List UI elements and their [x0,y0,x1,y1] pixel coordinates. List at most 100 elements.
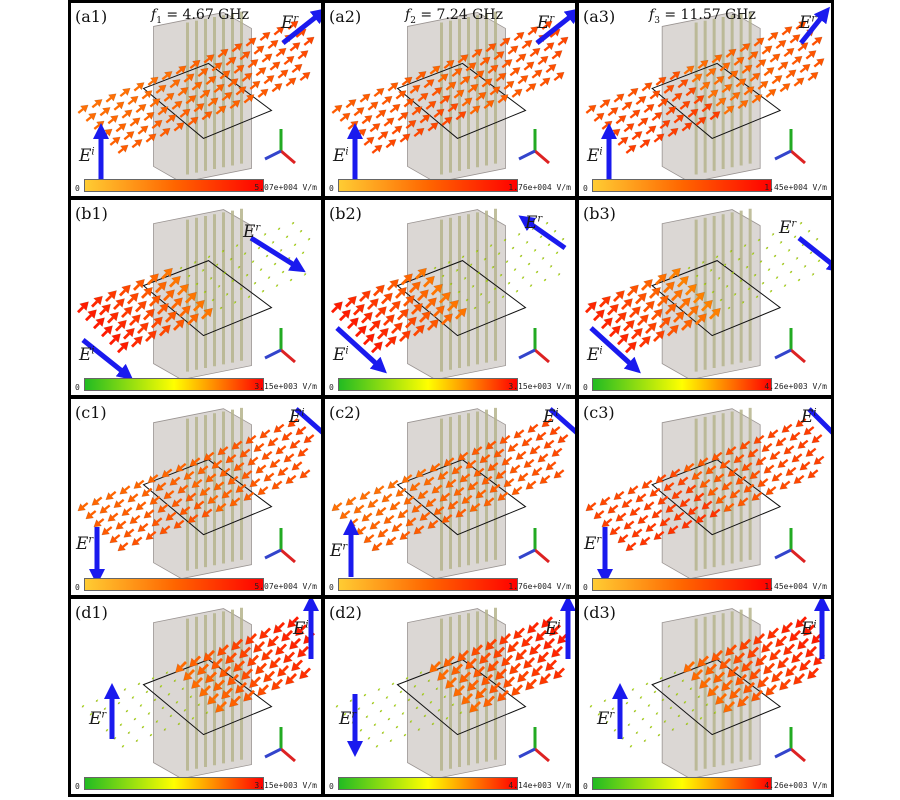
panel-d3: (d3) Ei Er 0 4.26e+003 V/m [579,599,831,794]
field-label-bottom: Ei [333,345,349,365]
e-field-arrow-bottom [81,338,134,380]
colorbar [338,777,518,790]
colorbar [338,578,518,591]
panel-b3: (b3) Er Ei 0 4.26e+003 V/m [579,200,831,395]
panel-b1-artwork [76,208,311,381]
panel-d2: (d2) Ei Er 0 4.14e+003 V/m [325,599,575,794]
panel-label: (b2) [329,204,362,223]
panel-a1-artwork [77,8,321,183]
field-label-top: Ei [545,619,561,639]
panel-c1: (c1) Ei Er 0 5.07e+004 V/m [71,399,321,595]
colorbar [84,179,264,192]
e-field-arrow-top [518,215,567,251]
axes-triad-icon [518,727,550,763]
colorbar-max: 1.45e+004 V/m [764,582,827,591]
e-field-arrow-top [294,407,321,435]
axes-triad-icon [774,727,806,763]
axes-triad-icon [774,129,806,165]
e-field-arrow-bottom [589,326,641,374]
e-field-arrow-bottom [335,326,387,374]
colorbar [338,179,518,192]
axes-triad-icon [774,328,806,364]
e-field-arrow-top [535,8,575,45]
colorbar [592,179,772,192]
colorbar-min: 0 [583,782,588,791]
colorbar-max: 3.15e+003 V/m [508,382,571,391]
frequency-label: f3 = 11.57 GHz [649,7,756,26]
field-label-bottom: Er [339,709,357,729]
panel-c1-artwork [77,407,321,586]
panel-c2: (c2) Ei Er 0 1.76e+004 V/m [325,399,575,595]
field-arrows [77,418,315,552]
field-label-bottom: Ei [587,146,603,166]
colorbar-max: 4.14e+003 V/m [508,781,571,790]
panel-label: (a3) [583,7,616,26]
colorbar [338,378,518,391]
colorbar-max: 5.07e+004 V/m [254,582,317,591]
colorbar-max: 4.26e+003 V/m [764,781,827,790]
colorbar-max: 4.26e+003 V/m [764,382,827,391]
axes-triad-icon [264,328,296,364]
metasurface-slab [651,208,782,381]
panel-label: (d1) [75,603,108,622]
metasurface-slab [396,208,527,381]
field-label-top: Er [537,13,555,33]
colorbar-max: 3.15e+003 V/m [254,781,317,790]
field-label-top: Er [281,13,299,33]
field-arrows [331,418,569,552]
field-arrows [585,418,825,552]
e-field-arrow-top [807,407,831,435]
colorbar [592,777,772,790]
field-label-bottom: Ei [333,146,349,166]
colorbar-max: 1.76e+004 V/m [508,183,571,192]
field-label-top: Ei [293,619,309,639]
colorbar-min: 0 [329,782,334,791]
panel-label: (c3) [583,403,615,422]
colorbar [592,578,772,591]
field-label-bottom: Er [76,534,94,554]
field-label-top: Er [243,222,261,242]
axes-triad-icon [264,528,296,564]
field-label-top: Er [525,213,543,233]
colorbar-max: 3.15e+003 V/m [254,382,317,391]
field-arrows [81,616,316,748]
e-field-arrow-top [548,407,575,435]
field-arrows [77,20,315,154]
colorbar-max: 5.07e+004 V/m [254,183,317,192]
panel-b1: (b1) Er Ei 0 3.15e+003 V/m [71,200,321,395]
figure-grid: (a1) f1 = 4.67 GHz Er Ei 0 5.07e+004 V/m… [68,0,834,797]
panel-a1: (a1) f1 = 4.67 GHz Er Ei 0 5.07e+004 V/m [71,3,321,196]
panel-d2-artwork [335,599,575,780]
colorbar [592,378,772,391]
field-label-top: Ei [801,619,817,639]
frequency-label: f2 = 7.24 GHz [405,7,503,26]
panel-d1-artwork [81,599,320,780]
colorbar-max: 1.76e+004 V/m [508,582,571,591]
field-label-bottom: Er [584,534,602,554]
axes-triad-icon [774,528,806,564]
colorbar-min: 0 [329,383,334,392]
colorbar-min: 0 [75,583,80,592]
panel-label: (a1) [75,7,108,26]
panel-label: (b1) [75,204,108,223]
field-arrows [331,20,569,154]
colorbar-max: 1.45e+004 V/m [764,183,827,192]
panel-c2-artwork [331,407,575,580]
colorbar-min: 0 [329,583,334,592]
axes-triad-icon [518,129,550,165]
e-field-arrow-top [799,6,830,45]
colorbar-min: 0 [75,383,80,392]
field-label-bottom: Ei [79,146,95,166]
panel-a3: (a3) f3 = 11.57 GHz Er Ei 0 1.45e+004 V/… [579,3,831,196]
colorbar-min: 0 [75,184,80,193]
frequency-label: f1 = 4.67 GHz [151,7,249,26]
field-label-bottom: Ei [587,345,603,365]
panel-label: (d3) [583,603,616,622]
panel-a2: (a2) f2 = 7.24 GHz Er Ei 0 1.76e+004 V/m [325,3,575,196]
axes-triad-icon [264,129,296,165]
field-arrows [76,221,311,354]
colorbar [84,378,264,391]
panel-c3-artwork [585,407,831,586]
colorbar [84,777,264,790]
field-arrows [335,616,570,748]
